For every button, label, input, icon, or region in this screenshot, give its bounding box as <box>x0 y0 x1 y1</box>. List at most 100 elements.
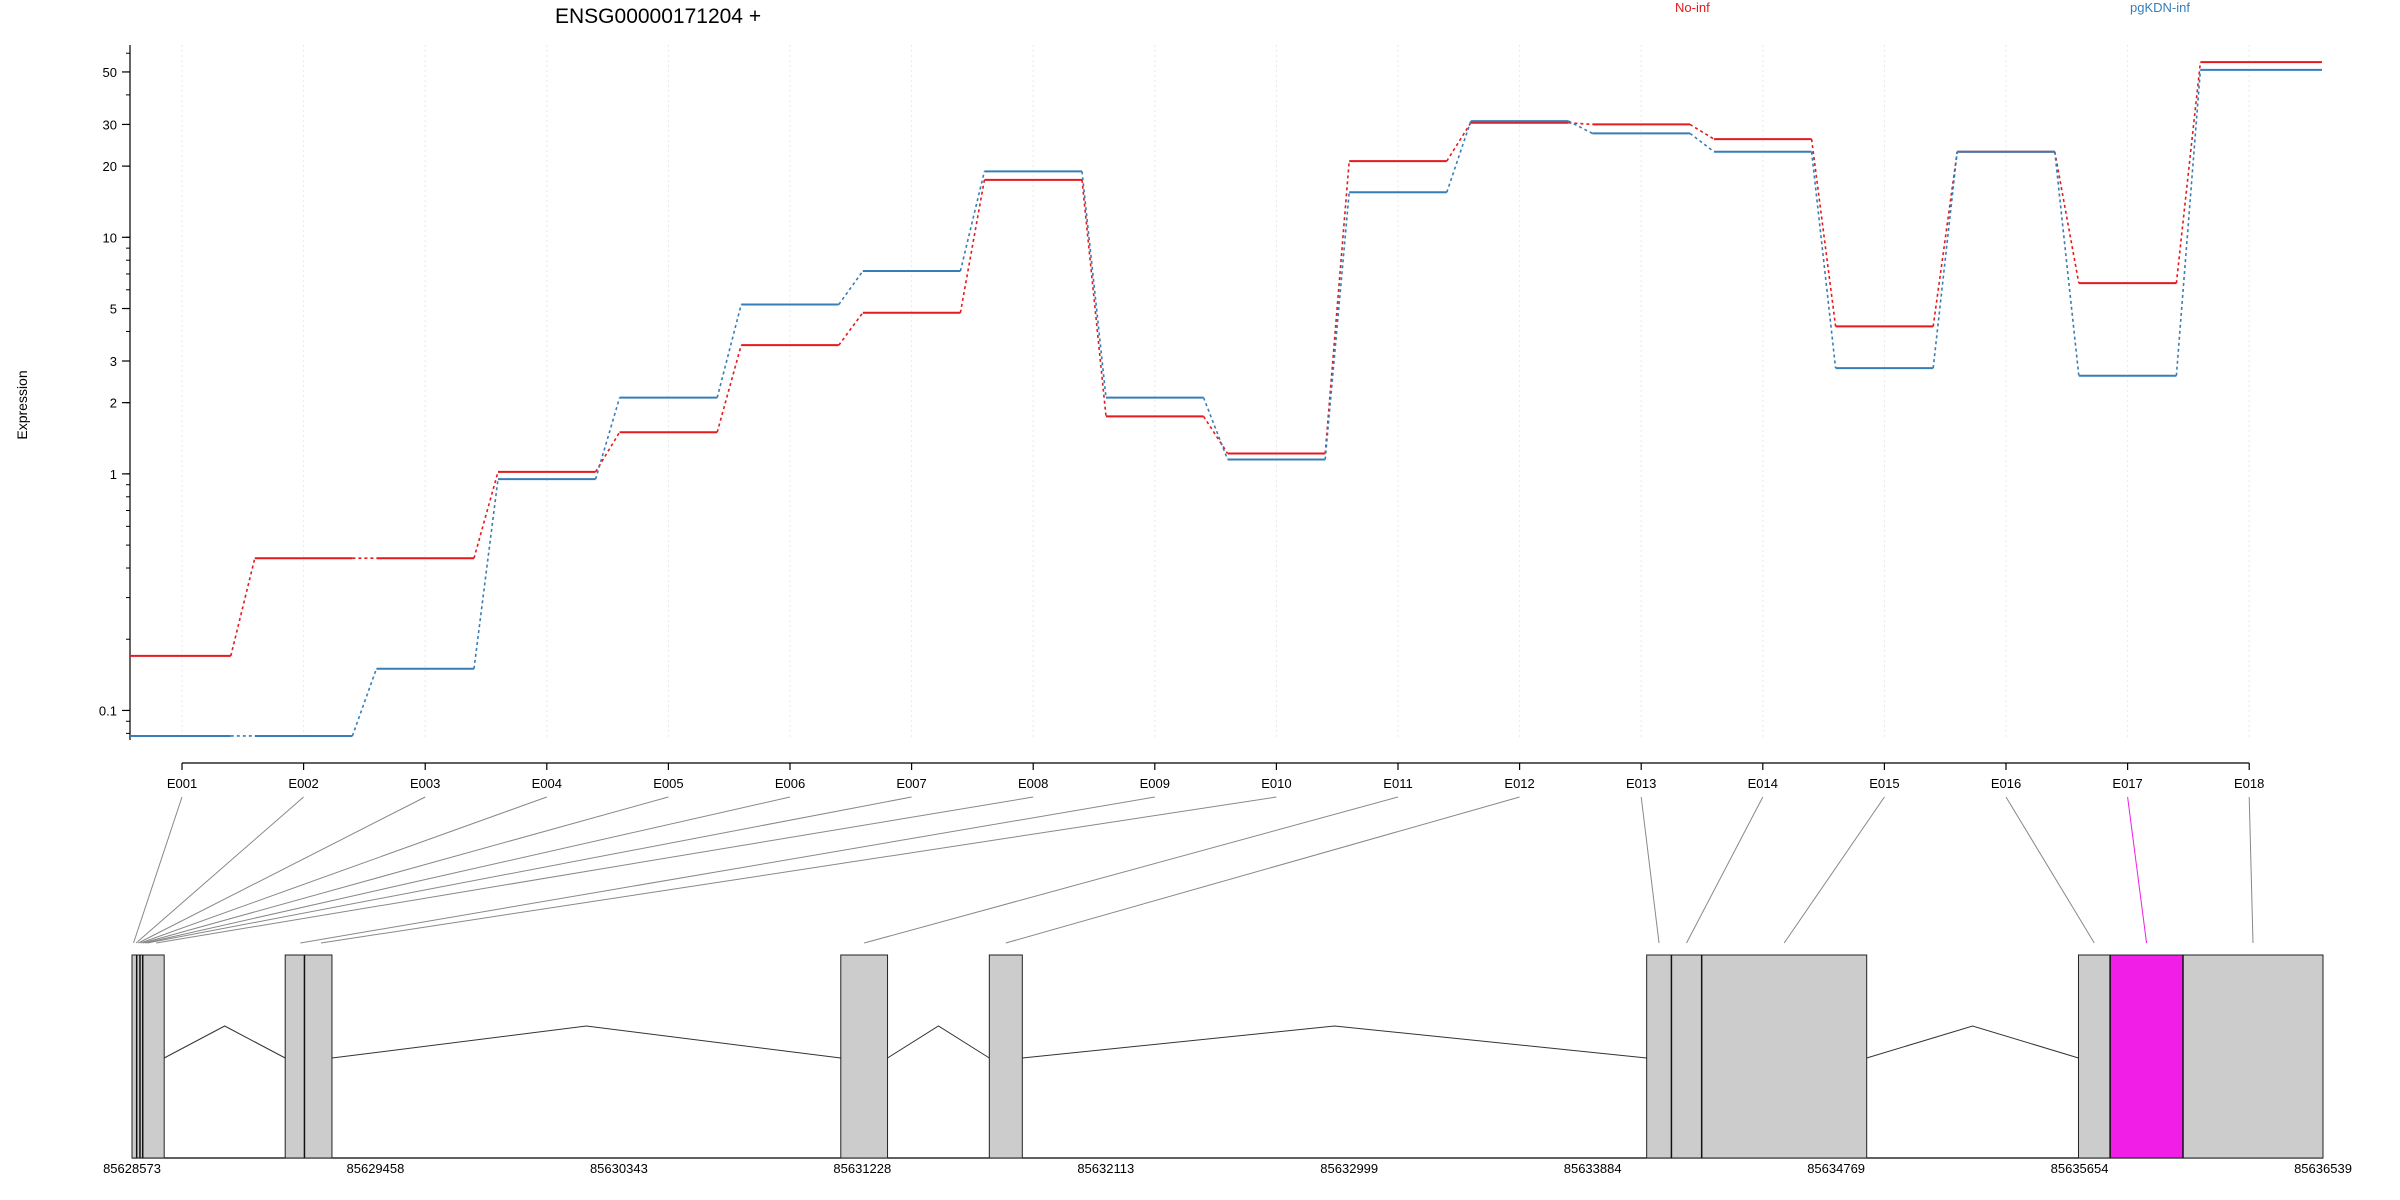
legend-no-inf: No-inf <box>1675 0 1710 15</box>
y-tick-label: 5 <box>110 302 117 317</box>
x-tick-label: E002 <box>288 776 318 791</box>
gene-model: 85628573 85629458 85630343 85631228 85632113… <box>103 796 2352 1176</box>
y-tick-label: 30 <box>103 117 117 132</box>
exon-box <box>1646 954 1868 1159</box>
exon-connector <box>1640 796 1660 944</box>
exon-connector <box>864 796 1399 944</box>
exon-connector <box>320 796 1277 944</box>
x-tick-label: E013 <box>1626 776 1656 791</box>
series-pgkdn-inf <box>130 68 2322 737</box>
series-connector <box>473 479 499 669</box>
intron-line <box>1866 1025 2079 1059</box>
intron-line <box>1022 1025 1647 1059</box>
exon-connector <box>140 796 547 944</box>
exon-connector <box>300 796 1155 944</box>
y-tick-label: 2 <box>110 396 117 411</box>
coordinate-label: 85635654 <box>2051 1161 2109 1176</box>
series-connector <box>1324 192 1350 460</box>
intron-line <box>887 1025 990 1059</box>
series-connector <box>2175 69 2202 376</box>
series-connector <box>1932 151 1958 369</box>
series-connector <box>1202 415 1229 454</box>
exon-box <box>988 954 1023 1159</box>
coordinate-label: 85636539 <box>2294 1161 2352 1176</box>
series-connector <box>473 471 499 559</box>
coordinate-label: 85632999 <box>1320 1161 1378 1176</box>
intron-line <box>331 1025 841 1059</box>
exon-box <box>840 954 889 1159</box>
x-tick-label: E012 <box>1504 776 1534 791</box>
chart-title: ENSG00000171204 + <box>555 5 761 28</box>
y-tick-label: 50 <box>103 65 117 80</box>
x-tick-label: E006 <box>775 776 805 791</box>
x-tick-label: E016 <box>1991 776 2021 791</box>
legend-pgkdn-inf: pgKDN-inf <box>2130 0 2190 15</box>
x-tick-label: E008 <box>1018 776 1048 791</box>
x-tick-label: E018 <box>2234 776 2264 791</box>
series-connector <box>1202 397 1229 460</box>
exon-connector <box>2005 796 2095 944</box>
x-tick-label: E001 <box>167 776 197 791</box>
series-connector <box>2175 62 2202 284</box>
x-tick-label: E017 <box>2112 776 2142 791</box>
coordinate-label: 85629458 <box>347 1161 405 1176</box>
series-connector <box>1568 121 1593 126</box>
series-connector <box>716 344 742 433</box>
exon-connector <box>2127 796 2148 944</box>
y-tick-label: 3 <box>110 354 117 369</box>
coordinate-label: 85628573 <box>103 1161 161 1176</box>
series-connector <box>1810 139 1837 327</box>
x-tick-label: E004 <box>532 776 562 791</box>
series-connector <box>838 312 864 346</box>
x-tick-label: E014 <box>1748 776 1778 791</box>
highlighted-exon <box>2109 954 2184 1159</box>
x-tick-label: E003 <box>410 776 440 791</box>
series-connector <box>1689 132 1715 153</box>
coordinate-label: 85631228 <box>833 1161 891 1176</box>
x-tick-label: E015 <box>1869 776 1899 791</box>
series-connector <box>1446 120 1472 193</box>
series-connector <box>838 270 864 305</box>
exon-connector <box>142 796 669 944</box>
exon-connector <box>133 796 183 944</box>
coordinate-label: 85632113 <box>1077 1161 1134 1176</box>
exon-connector <box>1005 796 1520 944</box>
exon-connector <box>144 796 791 944</box>
series-connector <box>351 668 378 737</box>
series-connector <box>1446 122 1472 162</box>
exon-box <box>284 954 333 1159</box>
exon-connector <box>156 796 1034 944</box>
series-connector <box>2054 151 2080 376</box>
coordinate-label: 85630343 <box>590 1161 648 1176</box>
series-connector <box>959 179 986 313</box>
x-tick-label: E011 <box>1383 776 1412 791</box>
exon-connector <box>147 796 912 944</box>
exon-connector <box>1686 796 1764 944</box>
x-tick-label: E009 <box>1140 776 1170 791</box>
series-connector <box>2054 151 2080 284</box>
exon-connector <box>1783 796 1885 944</box>
exon-connector <box>135 796 304 944</box>
coordinate-label: 85633884 <box>1564 1161 1622 1176</box>
x-tick-label: E007 <box>896 776 926 791</box>
exon-connector <box>138 796 426 944</box>
series-connector <box>716 304 742 398</box>
series-connector <box>1932 151 1958 327</box>
exon-connector <box>2248 796 2254 944</box>
series-connector <box>1081 179 1107 417</box>
series-connector <box>1810 151 1837 369</box>
y-axis-label: Expression <box>14 370 30 439</box>
series-connector <box>959 171 986 272</box>
series-connector <box>230 558 256 657</box>
y-tick-label: 10 <box>103 230 117 245</box>
x-tick-label: E010 <box>1261 776 1291 791</box>
y-tick-label: 20 <box>103 159 117 174</box>
series-connector <box>1568 120 1593 135</box>
series-connector <box>1689 123 1715 140</box>
series-connector <box>594 397 621 480</box>
intron-line <box>163 1025 286 1059</box>
y-tick-label: 1 <box>110 467 117 482</box>
series-connector <box>1081 171 1107 398</box>
x-tick-label: E005 <box>653 776 683 791</box>
